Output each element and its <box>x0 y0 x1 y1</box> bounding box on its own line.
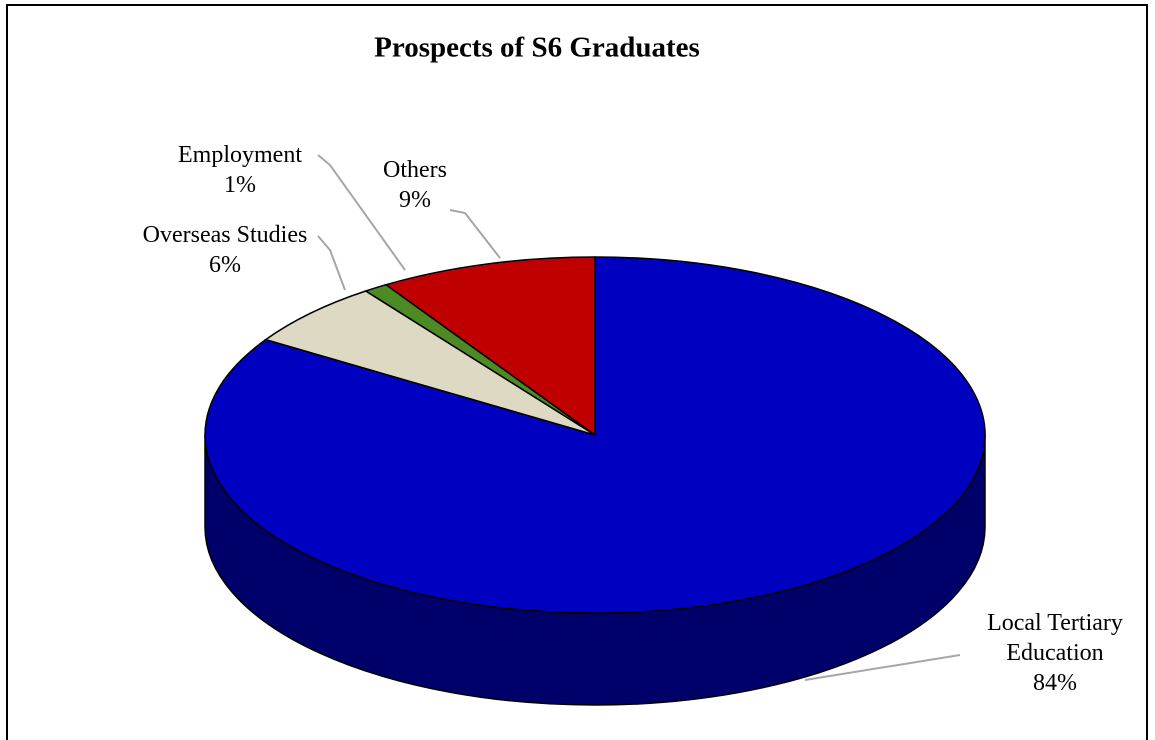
data-label: Others 9% <box>360 155 470 215</box>
leader-line <box>317 154 406 271</box>
data-label: Overseas Studies 6% <box>105 220 345 280</box>
slice <box>264 290 596 436</box>
data-label: Employment 1% <box>145 140 335 200</box>
value-label: 6% <box>209 252 241 278</box>
category-label: Local Tertiary Education <box>987 610 1123 666</box>
leader-line <box>804 654 961 681</box>
value-label: 9% <box>399 187 431 213</box>
category-label: Overseas Studies <box>142 222 308 248</box>
value-label: 84% <box>1033 670 1077 696</box>
leader-line <box>317 235 346 291</box>
chart-title: Prospects of S6 Graduates <box>374 32 700 64</box>
leader-line <box>449 209 501 259</box>
category-label: Others <box>383 157 447 183</box>
chart-frame <box>6 4 1148 740</box>
value-label: 1% <box>224 172 256 198</box>
slice <box>384 256 596 437</box>
category-label: Employment <box>178 142 302 168</box>
data-label: Local Tertiary Education 84% <box>960 608 1150 698</box>
